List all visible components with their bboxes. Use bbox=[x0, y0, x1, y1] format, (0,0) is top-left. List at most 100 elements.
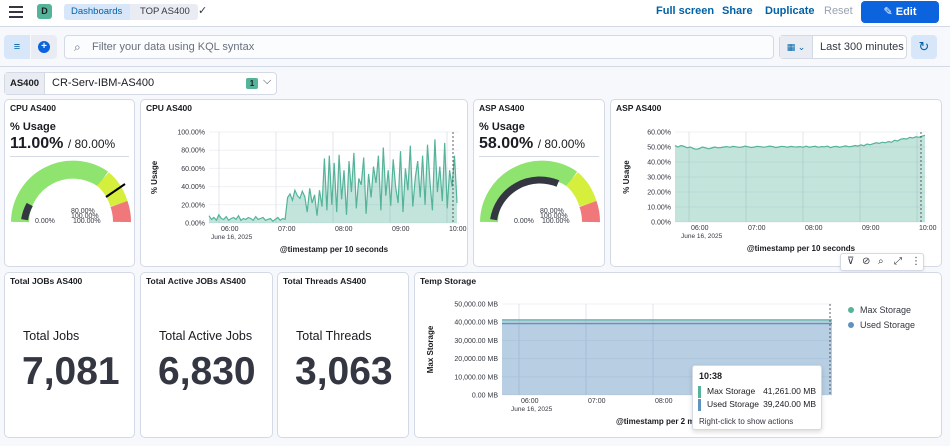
checkmark-icon: ✓ bbox=[198, 5, 208, 17]
gauge-band-green bbox=[11, 160, 109, 223]
x-axis-title: @timestamp per 10 seconds bbox=[747, 244, 856, 253]
options-list-control[interactable]: AS400 CR-Serv-IBM-AS400 1 ⌵ bbox=[4, 72, 277, 95]
inspect-icon[interactable]: ⌕ bbox=[878, 256, 884, 267]
y-tick-label: 10.00% bbox=[647, 205, 671, 212]
x-date-label: June 16, 2025 bbox=[211, 234, 253, 241]
metric-value: 7,081 bbox=[22, 350, 120, 393]
time-range-value[interactable]: Last 300 minutes bbox=[820, 41, 904, 53]
y-tick-label: 40.00% bbox=[181, 184, 205, 191]
series-area bbox=[209, 139, 457, 223]
refresh-icon: ↻ bbox=[918, 39, 930, 54]
gauge-value-arc bbox=[21, 202, 33, 221]
search-icon: ⌕ bbox=[74, 40, 81, 54]
panel-actions-toolbar: ⊽ ⊘ ⌕ ⤢ ⋮ bbox=[840, 253, 924, 271]
y-tick-label: 10,000.00 MB bbox=[454, 374, 498, 381]
metric-number: 11.00% bbox=[10, 135, 64, 152]
tooltip-label: Max Storage bbox=[707, 386, 756, 396]
x-date-label: June 16, 2025 bbox=[681, 233, 723, 240]
y-tick-label: 30.00% bbox=[647, 175, 671, 182]
time-picker[interactable]: ▦ ⌄ Last 300 minutes bbox=[779, 35, 907, 59]
maximize-icon[interactable]: ⤢ bbox=[894, 256, 902, 267]
add-filter-button[interactable]: + bbox=[31, 35, 57, 59]
metric-label: Total Threads bbox=[296, 329, 372, 343]
gauge-band-yellow bbox=[96, 172, 128, 207]
panel-title: ASP AS400 bbox=[616, 103, 662, 113]
menu-icon[interactable] bbox=[9, 6, 23, 18]
y-tick-label: 80.00% bbox=[181, 148, 205, 155]
space-avatar[interactable]: D bbox=[37, 4, 52, 19]
breadcrumb-current: TOP AS400 bbox=[130, 4, 198, 20]
y-tick-label: 100.00% bbox=[177, 130, 205, 137]
panel-title: CPU AS400 bbox=[10, 103, 56, 113]
refresh-button[interactable]: ↻ bbox=[911, 35, 937, 59]
duplicate-link[interactable]: Duplicate bbox=[765, 5, 815, 17]
x-tick-label: 09:00 bbox=[862, 225, 880, 232]
x-axis-title: @timestamp per 2 minutes bbox=[616, 417, 719, 426]
y-tick-label: 20.00% bbox=[647, 190, 671, 197]
metric-underline bbox=[10, 156, 129, 157]
plus-icon: + bbox=[38, 41, 50, 53]
gauge-band-red bbox=[110, 201, 131, 223]
kql-search-input[interactable]: ⌕ Filter your data using KQL syntax bbox=[64, 35, 774, 59]
panel-title: Temp Storage bbox=[420, 276, 477, 286]
temp-storage-panel: Temp Storage 0.00 MB 10,000.00 MB 20,000.0… bbox=[414, 272, 942, 438]
panel-title: Total Active JOBs AS400 bbox=[146, 276, 246, 286]
top-header: D Dashboards TOP AS400 ✓ Full screen Sha… bbox=[0, 0, 950, 27]
x-tick-label: 08:00 bbox=[655, 398, 673, 405]
active-jobs-panel: Total Active JOBs AS400 Total Active Job… bbox=[140, 272, 273, 438]
divider bbox=[0, 66, 950, 67]
breadcrumb-dashboards[interactable]: Dashboards bbox=[64, 4, 141, 20]
full-screen-link[interactable]: Full screen bbox=[656, 5, 715, 17]
cpu-area-chart[interactable]: 0.00% 20.00% 40.00% 60.00% 80.00% 100.00% 06:0… bbox=[141, 100, 468, 267]
x-tick-label: 08:00 bbox=[805, 225, 823, 232]
filter-options-button[interactable]: ≡ bbox=[4, 35, 30, 59]
gauge-threshold-label: 100.00% bbox=[540, 213, 568, 220]
asp-chart-panel: ASP AS400 0.00% 10.00% 20.00% 30.00% 40.00% 5… bbox=[610, 99, 942, 267]
y-tick-label: 50,000.00 MB bbox=[454, 302, 498, 309]
reset-link[interactable]: Reset bbox=[824, 5, 853, 17]
gauge-band-green bbox=[480, 160, 578, 223]
y-tick-label: 20,000.00 MB bbox=[454, 356, 498, 363]
gauge-threshold-label: 80.00% bbox=[71, 208, 95, 215]
more-options-icon[interactable]: ⋮ bbox=[911, 256, 921, 267]
x-tick-label: 10:00 bbox=[919, 225, 937, 232]
x-tick-label: 07:00 bbox=[278, 226, 296, 233]
legend-item-max[interactable]: Max Storage bbox=[848, 305, 911, 315]
metric-label: % Usage bbox=[10, 121, 56, 133]
y-axis-title: Max Storage bbox=[426, 325, 435, 373]
cpu-gauge-panel: CPU AS400 % Usage 11.00% / 80.00% 0.00% … bbox=[4, 99, 135, 267]
x-axis-title: @timestamp per 10 seconds bbox=[280, 245, 389, 254]
y-tick-label: 30,000.00 MB bbox=[454, 338, 498, 345]
edit-label: Edit bbox=[895, 6, 917, 18]
gauge-threshold-label: 100.00% bbox=[71, 213, 99, 220]
legend-item-used[interactable]: Used Storage bbox=[848, 320, 915, 330]
y-tick-label: 50.00% bbox=[647, 145, 671, 152]
metric-value: 6,830 bbox=[158, 350, 256, 393]
calendar-icon[interactable]: ▦ ⌄ bbox=[780, 36, 813, 58]
metric-max: / 80.00% bbox=[537, 137, 586, 151]
gauge-threshold-label: 80.00% bbox=[540, 208, 564, 215]
tooltip-row: Max Storage 41,261.00 MB bbox=[698, 386, 818, 398]
metric-number: 58.00% bbox=[479, 135, 534, 152]
x-tick-label: 07:00 bbox=[748, 225, 766, 232]
chevron-down-icon[interactable]: ⌵ bbox=[263, 75, 272, 87]
share-link[interactable]: Share bbox=[722, 5, 753, 17]
asp-gauge-panel: ASP AS400 % Usage 58.00% / 80.00% 0.00% … bbox=[473, 99, 605, 267]
asp-area-chart[interactable]: 0.00% 10.00% 20.00% 30.00% 40.00% 50.00% 60.00… bbox=[611, 100, 942, 267]
x-tick-label: 09:00 bbox=[392, 226, 410, 233]
selection-count-badge: 1 bbox=[246, 78, 258, 89]
explore-icon[interactable]: ⊘ bbox=[862, 256, 871, 267]
chart-tooltip: 10:38 Max Storage 41,261.00 MB Used Stora… bbox=[692, 365, 822, 430]
gauge-band-red bbox=[579, 201, 600, 223]
y-tick-label: 40.00% bbox=[647, 160, 671, 167]
kql-placeholder: Filter your data using KQL syntax bbox=[92, 41, 255, 53]
tooltip-value: 39,240.00 MB bbox=[763, 399, 816, 409]
pencil-icon: ✎ bbox=[883, 6, 896, 18]
control-selection[interactable]: CR-Serv-IBM-AS400 bbox=[52, 77, 155, 89]
legend-dot bbox=[848, 322, 854, 328]
edit-button[interactable]: ✎ Edit bbox=[861, 1, 939, 23]
panel-title: ASP AS400 bbox=[479, 103, 525, 113]
panel-title: Total JOBs AS400 bbox=[10, 276, 83, 286]
filter-icon[interactable]: ⊽ bbox=[847, 256, 855, 267]
y-tick-label: 40,000.00 MB bbox=[454, 320, 498, 327]
